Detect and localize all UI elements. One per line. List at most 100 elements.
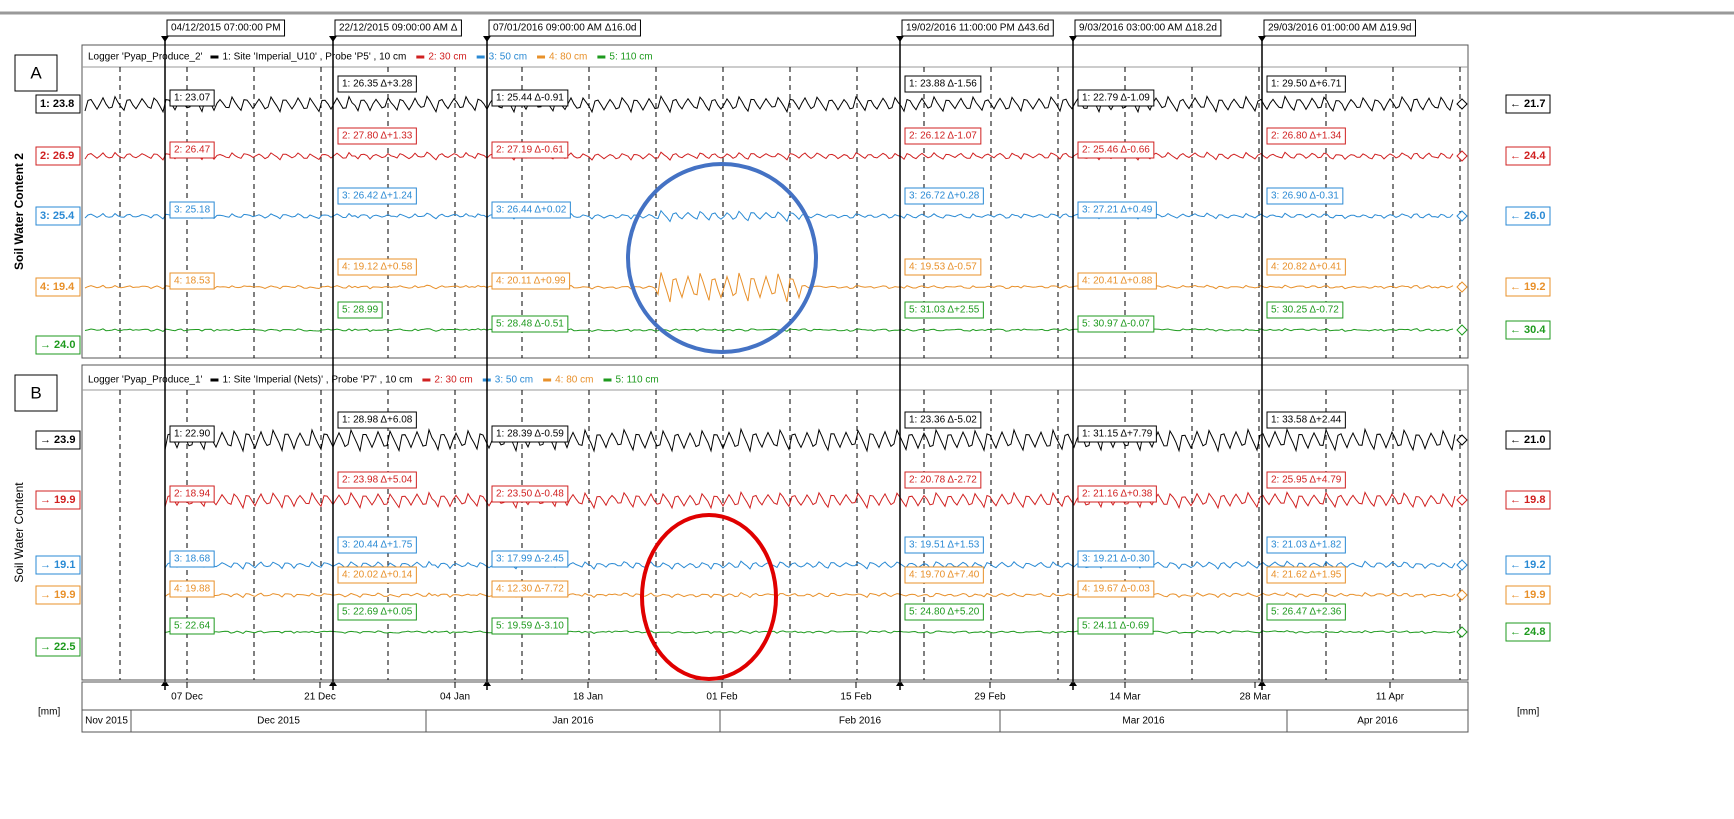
readout-text: 4: 21.62 Δ+1.95 [1271, 570, 1342, 581]
readout-box [904, 411, 982, 429]
readout-box [169, 201, 215, 219]
cursor-marker [1258, 680, 1266, 686]
left-value: → 19.9 [40, 589, 75, 601]
cursor-readout: 3: 25.18 [169, 201, 215, 219]
readout-box [337, 566, 417, 584]
panel-frame [81, 44, 1469, 359]
cursor-readout: 1: 23.07 [169, 89, 215, 107]
panel-letter-box [14, 374, 58, 412]
readout-text: 2: 21.16 Δ+0.38 [1082, 489, 1153, 500]
cursor-marker [1069, 36, 1077, 42]
sensor-trace [84, 94, 1454, 114]
cursor-readout: 3: 26.72 Δ+0.28 [904, 187, 984, 205]
trace-end-marker [1456, 98, 1468, 110]
cursor-readout: 2: 26.12 Δ-1.07 [904, 127, 982, 145]
cursor-readout: 3: 26.42 Δ+1.24 [337, 187, 417, 205]
readout-box [337, 536, 417, 554]
readout-box [491, 580, 569, 598]
left-value: 4: 19.4 [40, 281, 75, 293]
right-value: ← 26.0 [1510, 210, 1545, 222]
day-tick-label: 18 Jan [573, 692, 603, 703]
cursor-readout: 1: 28.39 Δ-0.59 [491, 425, 569, 443]
right-value-box [1505, 622, 1551, 642]
cursor-readout: 2: 23.50 Δ-0.48 [491, 485, 569, 503]
right-value: ← 19.9 [1510, 589, 1545, 601]
readout-box [1266, 258, 1346, 276]
cursor-marker [1069, 680, 1077, 686]
readout-text: 3: 26.42 Δ+1.24 [342, 191, 413, 202]
left-value: → 24.0 [40, 339, 75, 351]
cursor-readout: 2: 26.80 Δ+1.34 [1266, 127, 1346, 145]
readout-box [491, 141, 569, 159]
readout-box [904, 603, 984, 621]
cursor-label: 07/01/2016 09:00:00 AM Δ16.0d [493, 23, 636, 34]
readout-box [1266, 75, 1346, 93]
readout-text: 3: 18.68 [174, 554, 211, 565]
readout-text: 3: 27.21 Δ+0.49 [1082, 205, 1153, 216]
readout-box [491, 617, 569, 635]
left-value: 1: 23.8 [40, 98, 74, 110]
readout-box [1077, 89, 1155, 107]
readout-text: 5: 19.59 Δ-3.10 [496, 621, 564, 632]
day-tick-label: 28 Mar [1239, 692, 1271, 703]
legend-item: 2: 30 cm [428, 52, 466, 63]
readout-box [169, 550, 215, 568]
readout-box [337, 187, 417, 205]
readout-text: 2: 18.94 [174, 489, 211, 500]
readout-box [1266, 536, 1346, 554]
readout-text: 1: 28.98 Δ+6.08 [342, 415, 413, 426]
readout-box [337, 258, 417, 276]
readout-box [1266, 301, 1344, 319]
right-value-box [1505, 146, 1551, 166]
cursor-readout: 2: 26.47 [169, 141, 215, 159]
cursor-readout: 1: 29.50 Δ+6.71 [1266, 75, 1346, 93]
day-tick-label: 01 Feb [706, 692, 738, 703]
readout-box [169, 272, 215, 290]
trace-end-marker [1456, 324, 1468, 336]
readout-box [491, 272, 571, 290]
left-value: 2: 26.9 [40, 150, 74, 162]
cursor-readout: 4: 19.88 [169, 580, 215, 598]
trace-end-marker [1456, 626, 1468, 638]
readout-box [1077, 425, 1157, 443]
readout-box [1077, 485, 1157, 503]
cursor-marker [161, 680, 169, 686]
cursor-marker [161, 36, 169, 42]
y-axis-label: Soil Water Content [12, 482, 26, 583]
cursor-label: 9/03/2016 03:00:00 AM Δ18.2d [1079, 23, 1217, 34]
left-value-box [35, 94, 81, 114]
cursor-readout: 4: 20.11 Δ+0.99 [491, 272, 571, 290]
trace-end-marker [1456, 150, 1468, 162]
readout-box [1266, 411, 1346, 429]
readout-text: 3: 21.03 Δ+1.82 [1271, 540, 1342, 551]
right-value-box [1505, 206, 1551, 226]
sensor-trace [84, 328, 1454, 333]
readout-text: 5: 28.99 [342, 305, 379, 316]
readout-box [1077, 580, 1155, 598]
cursor-readout: 1: 33.58 Δ+2.44 [1266, 411, 1346, 429]
cursor-marker [896, 680, 904, 686]
right-value: ← 24.4 [1510, 150, 1546, 162]
readout-box [1077, 272, 1157, 290]
readout-box [169, 89, 215, 107]
left-value-box [35, 206, 81, 226]
readout-text: 2: 25.46 Δ-0.66 [1082, 145, 1150, 156]
readout-box [491, 89, 569, 107]
readout-box [169, 617, 215, 635]
sensor-trace [84, 209, 1454, 223]
readout-box [491, 550, 569, 568]
sensor-trace [164, 560, 1456, 570]
left-value: 3: 25.4 [40, 210, 75, 222]
readout-box [491, 425, 569, 443]
cursor-readout: 3: 20.44 Δ+1.75 [337, 536, 417, 554]
sensor-trace [84, 272, 1454, 303]
readout-box [337, 603, 417, 621]
readout-box [337, 471, 417, 489]
readout-text: 1: 23.88 Δ-1.56 [909, 79, 977, 90]
left-value-box [35, 585, 81, 605]
legend-item: 5: 110 cm [609, 52, 652, 63]
cursor-readout: 1: 22.90 [169, 425, 215, 443]
readout-text: 3: 19.51 Δ+1.53 [909, 540, 980, 551]
cursor-readout: 2: 25.95 Δ+4.79 [1266, 471, 1346, 489]
readout-box [1266, 566, 1346, 584]
